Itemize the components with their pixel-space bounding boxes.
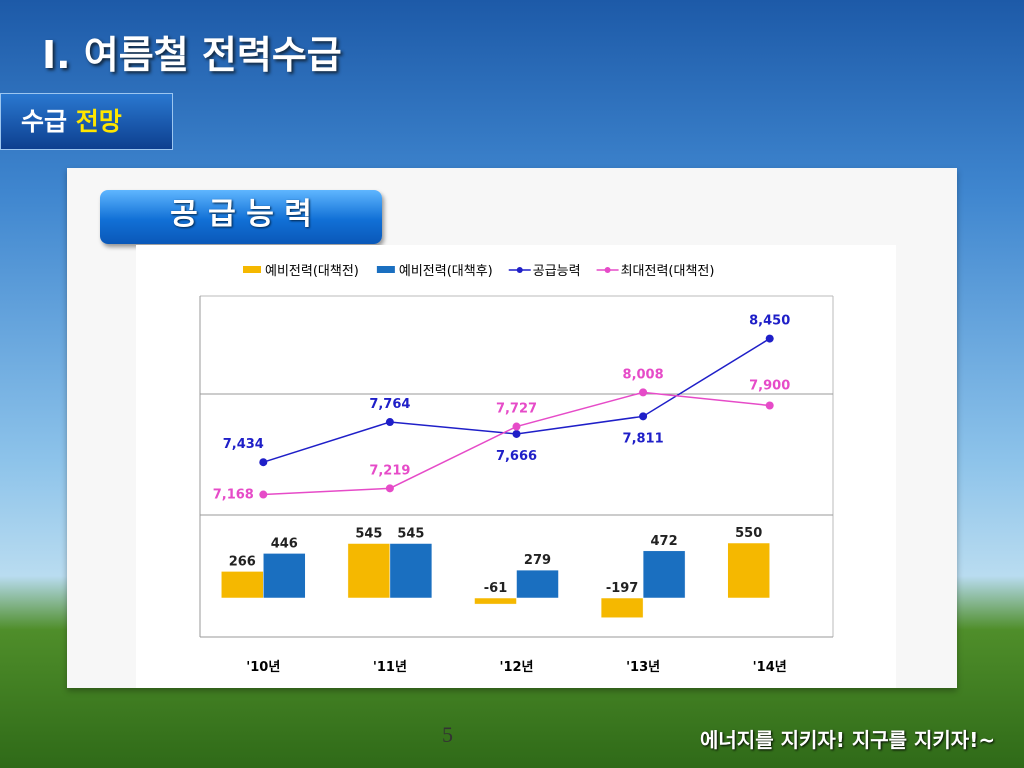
footer-slogan: 에너지를 지키자! 지구를 지키자!~ [700, 728, 996, 752]
data-label: -197 [606, 581, 639, 596]
data-label: 472 [651, 534, 678, 549]
marker [512, 429, 521, 438]
data-label: -61 [484, 581, 508, 596]
bar [600, 597, 644, 618]
x-tick-label: '10년 [246, 660, 280, 675]
bar [347, 543, 391, 599]
bar [263, 553, 306, 599]
x-tick-label: '12년 [499, 660, 533, 675]
marker [512, 422, 521, 431]
legend-label: 최대전력(대책전) [621, 264, 715, 279]
data-label: 7,434 [223, 437, 264, 452]
legend-swatch [243, 266, 261, 273]
legend-swatch [516, 267, 523, 273]
data-label: 7,764 [369, 397, 410, 412]
box-title: 공 급 능 력 [100, 190, 382, 244]
data-label: 446 [271, 536, 298, 551]
marker [765, 401, 774, 410]
data-label: 545 [355, 527, 382, 542]
section-label: 수급 전망 [0, 93, 173, 150]
bar [642, 550, 686, 599]
page-number: 5 [442, 722, 453, 747]
data-label: 7,900 [749, 379, 790, 394]
bar [474, 597, 517, 605]
data-label: 7,168 [213, 488, 254, 503]
marker [385, 484, 394, 493]
marker [639, 412, 648, 421]
bar [727, 542, 770, 599]
legend-swatch [376, 266, 395, 273]
legend-label: 공급능력 [533, 264, 581, 279]
bar [516, 569, 559, 599]
marker [639, 388, 648, 397]
chart-area [136, 245, 896, 688]
legend-label: 예비전력(대책전) [265, 264, 359, 279]
section-part: 전망 [75, 107, 122, 136]
data-label: 550 [735, 526, 762, 541]
marker [385, 418, 394, 427]
data-label: 7,219 [369, 463, 410, 478]
data-label: 279 [524, 553, 551, 568]
legend-swatch [604, 267, 611, 273]
legend-label: 예비전력(대책후) [399, 264, 493, 279]
data-label: 7,666 [496, 449, 537, 464]
marker [259, 458, 268, 467]
x-tick-label: '11년 [373, 660, 407, 675]
data-label: 8,008 [623, 367, 664, 382]
slide-title: Ⅰ. 여름철 전력수급 [42, 33, 342, 77]
data-label: 8,450 [749, 314, 790, 329]
data-label: 7,811 [623, 431, 664, 446]
marker [765, 334, 774, 343]
data-label: 266 [229, 554, 256, 569]
marker [259, 490, 268, 499]
data-label: 7,727 [496, 402, 537, 417]
bar [221, 571, 264, 599]
section-part: 수급 [21, 107, 68, 136]
data-label: 545 [397, 527, 424, 542]
x-tick-label: '13년 [626, 660, 660, 675]
x-tick-label: '14년 [753, 660, 787, 675]
bar [389, 543, 433, 599]
